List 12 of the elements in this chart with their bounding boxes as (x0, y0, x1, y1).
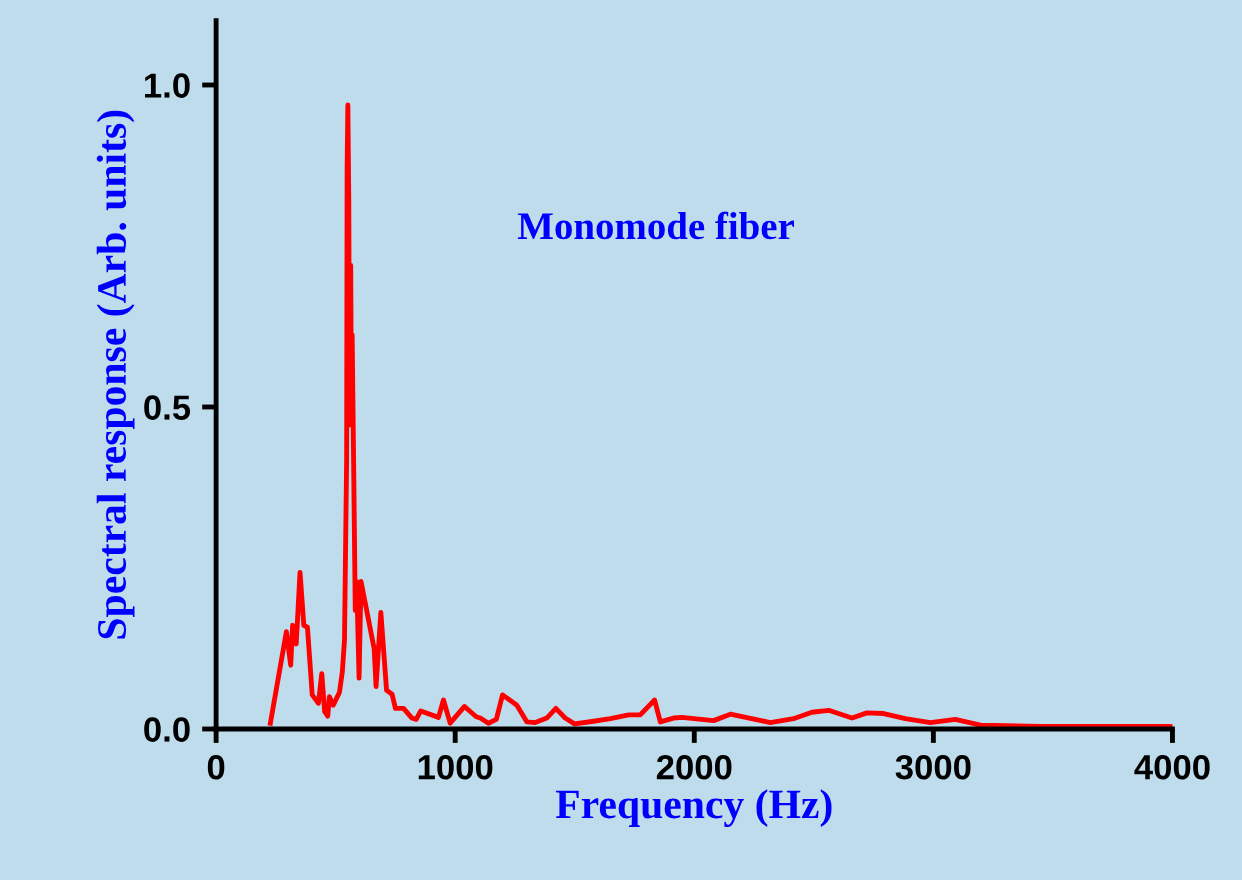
x-tick-label: 0 (207, 754, 225, 780)
x-tick-label: 1000 (418, 754, 493, 780)
y-tick-label: 0.5 (144, 395, 191, 420)
x-tick-label: 2000 (656, 754, 732, 780)
annotation: Monomode fiber (517, 211, 794, 240)
x-tick-label: 4000 (1134, 754, 1210, 780)
x-axis-title: Frequency (Hz) (555, 789, 832, 828)
y-tick-label: 1.0 (145, 73, 190, 98)
y-axis-title: Spectral response (Arb. units) (96, 110, 135, 639)
x-tick-label: 3000 (895, 754, 971, 780)
line-series (267, 102, 1173, 729)
y-tick-label: 0.0 (144, 717, 190, 742)
